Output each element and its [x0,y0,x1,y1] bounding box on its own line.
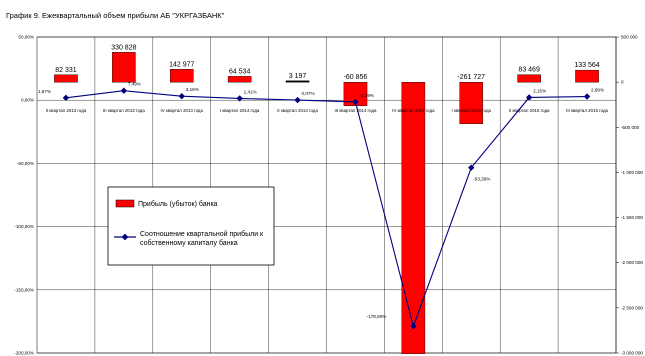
bar-data-labels: 82 331 330 828 142 977 64 534 3 197 -60 856 -2… [55,44,600,81]
left-tick-label: 50,00% [18,35,34,40]
category-label: IV квартал 2014 года [392,108,435,113]
ratio-point-marker [236,95,243,102]
profit-bar [227,76,252,83]
right-tick-label: -1 000 000 [621,170,643,175]
profit-bar-label: 133 564 [574,62,599,69]
ratio-point-label: 7,49% [128,82,141,87]
ratio-point-label: 2,89% [591,88,604,93]
right-tick-label: -3 000 000 [621,351,643,356]
profit-bar [112,52,136,83]
right-tick-label: -500 000 [621,125,640,130]
legend-marker-swatch [121,233,129,241]
left-tick-label: 0,00% [21,98,34,103]
category-label: II квартал 2015 года [509,108,550,113]
profit-bar [575,69,599,83]
right-tick-label: 500 000 [621,35,638,40]
category-label: I квартал 2014 года [220,108,260,113]
profit-bar-label: 83 469 [518,67,540,74]
legend-bar-swatch [115,199,135,208]
category-label: III квартал 2013 года [103,108,145,113]
ratio-line [65,90,588,329]
ratio-point-label: 2,15% [533,88,546,93]
profit-bar-label: -60 856 [344,74,368,81]
ratio-point-marker [583,93,591,100]
profit-bar-label: 3 197 [289,73,307,80]
profit-bar-label: 330 828 [111,44,136,51]
left-tick-label: -100,00% [14,224,34,229]
category-label: II квартал 2014 года [277,108,318,113]
ratio-point-marker [62,94,70,102]
profit-bars [54,52,599,354]
right-tick-label: -1 500 000 [621,215,643,220]
right-tick-label: -2 000 000 [621,260,643,265]
left-tick-label: -50,00% [17,161,34,166]
category-label: III квартал 2014 года [334,108,376,113]
profit-bar-label: 82 331 [55,67,77,74]
legend-label-profit: Прибыль (убыток) банка [138,200,218,208]
ratio-point-label: 1,41% [244,89,257,94]
ratio-point-label: 1,87% [38,89,51,94]
ratio-point-marker [468,164,475,171]
category-label: III квартал 2015 года [566,108,608,113]
ratio-point-label: -1,39% [359,93,374,98]
ratio-point-marker [178,93,185,100]
ratio-point-label: -178,80% [367,314,387,319]
right-tick-label: 0 [621,80,624,85]
ratio-point-marker [410,323,417,330]
category-label: I квартал 2015 года [452,108,492,113]
legend-label-ratio-line2: собственному капиталу банка [140,239,238,247]
legend-box [107,186,275,266]
profit-bar [517,74,541,83]
left-tick-label: -200,00% [14,351,34,356]
left-tick-label: -150,00% [14,287,34,292]
profit-bar [459,81,484,125]
profit-bar [169,69,194,83]
ratio-point-label: 0,07% [302,91,315,96]
category-labels: II квартал 2013 года III квартал 2013 год… [46,108,609,113]
profit-bar [401,81,426,354]
right-axis: 500 000 0 -500 000 -1 000 000 -1 500 000 -2 0… [615,35,643,356]
profit-bar-label: -261 727 [457,74,485,81]
left-axis: 50,00% 0,00% -50,00% -100,00% -150,00% -200,0… [14,35,34,356]
legend-label-ratio-line1: Соотношение квартальной прибыли к [140,230,264,238]
ratio-data-labels: 1,87% 7,49% 3,16% 1,41% 0,07% -1,39% -178,80% -… [38,82,604,319]
ratio-point-marker [294,96,301,104]
ratio-point-marker [525,94,533,101]
category-label: II квартал 2013 года [46,108,87,113]
legend: Прибыль (убыток) банка Соотношение кварт… [107,186,275,266]
ratio-point-label: 3,16% [186,87,199,92]
right-tick-label: -2 500 000 [621,305,643,310]
profit-bar [343,81,368,106]
profit-bar [54,74,78,83]
profit-bar-label: 142 977 [169,61,194,68]
ratio-line-series [62,87,591,330]
ratio-point-label: -53,36% [473,177,490,182]
profit-bar [285,80,310,83]
ratio-point-marker [120,87,128,94]
category-label: IV квартал 2013 года [161,108,204,113]
profit-bar-label: 64 534 [229,68,251,75]
ratio-point-marker [352,98,359,106]
chart-title: График 9. Ежеквартальный объем прибыли А… [6,11,225,20]
